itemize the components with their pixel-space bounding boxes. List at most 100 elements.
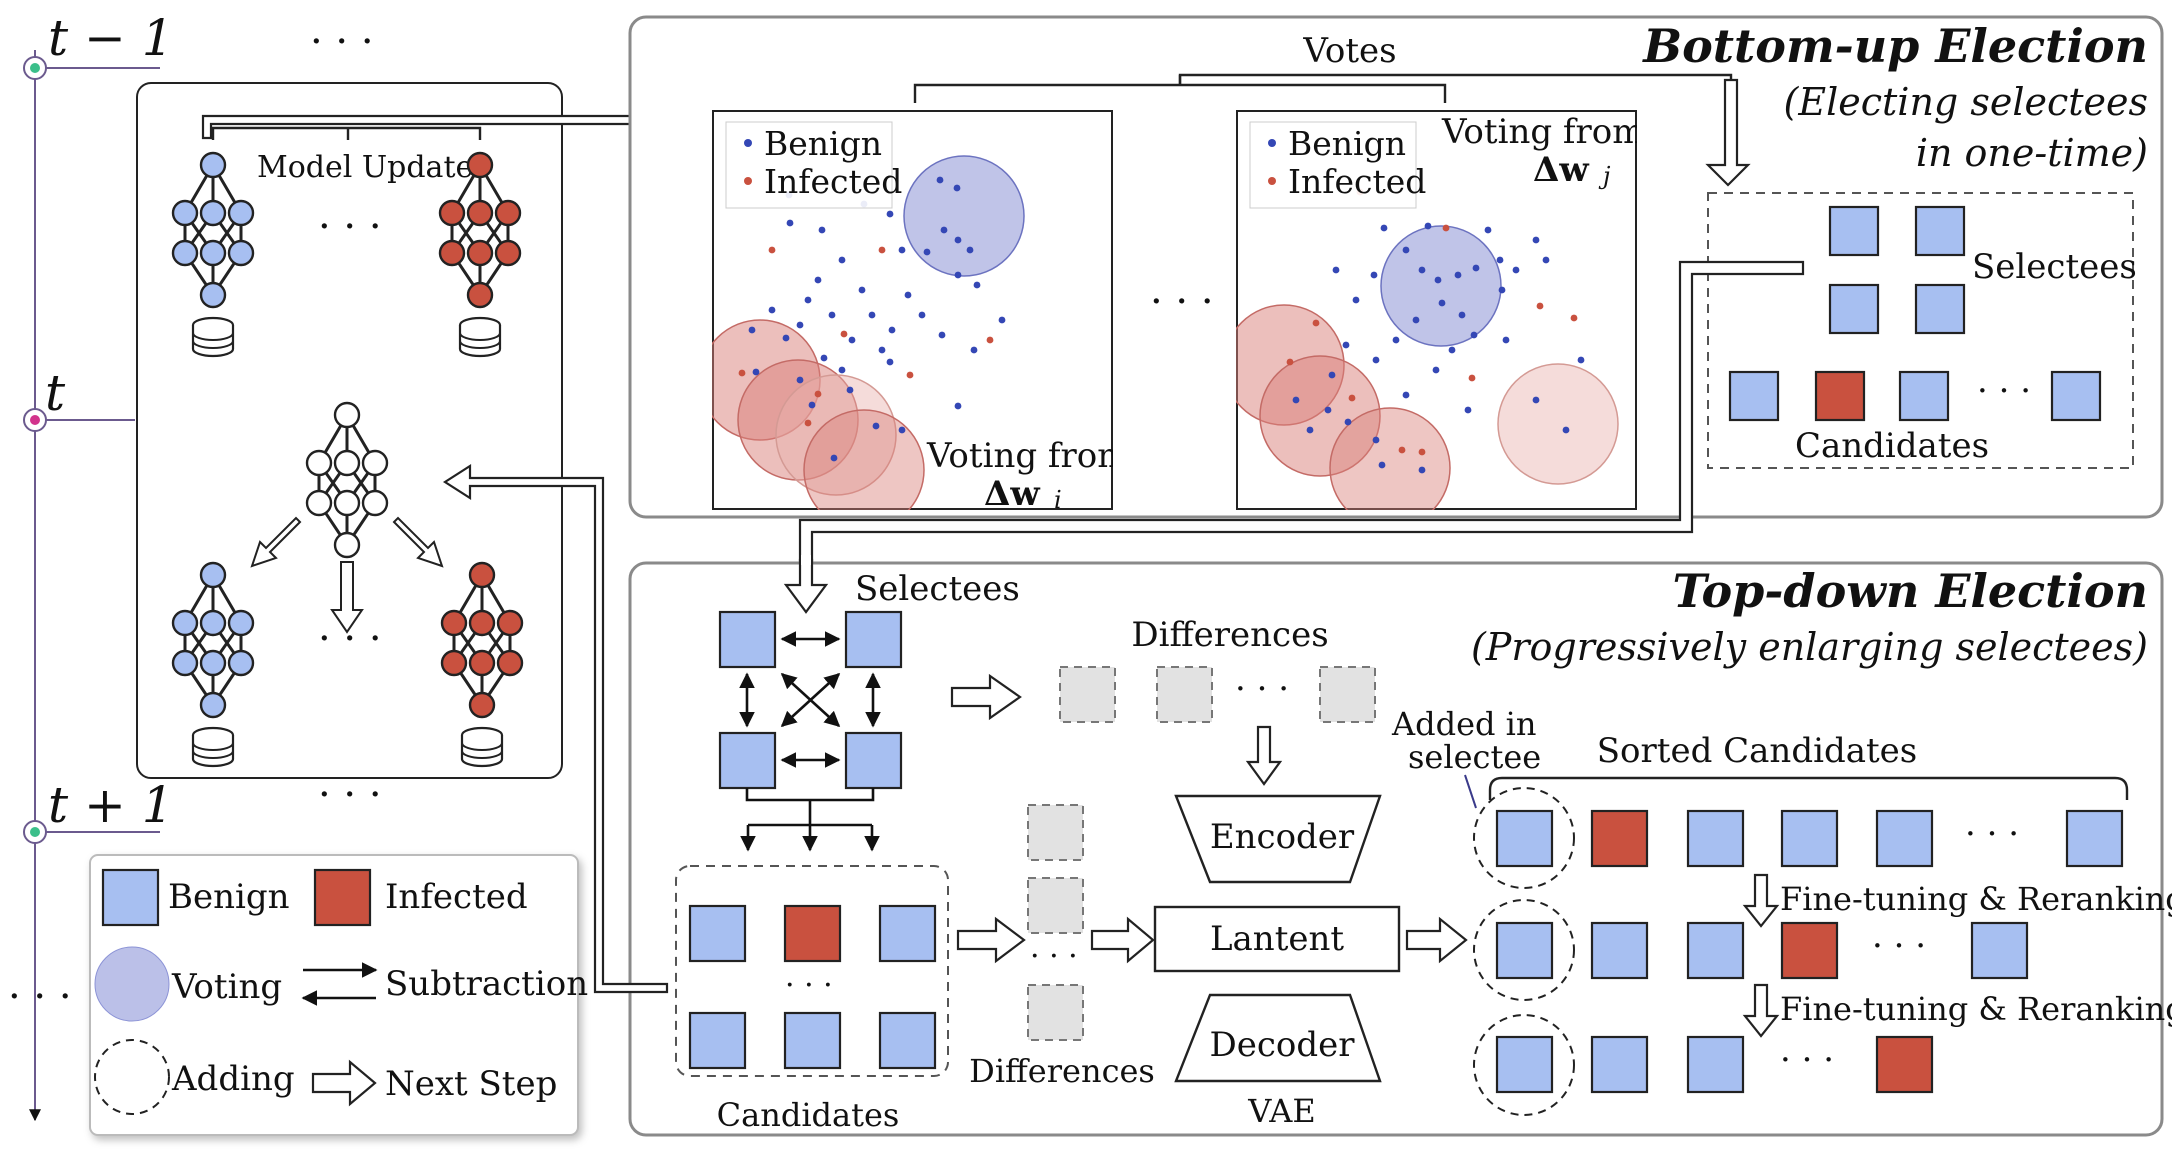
latent-block <box>1153 905 1401 973</box>
benign-point <box>868 311 876 319</box>
benign-point <box>953 184 961 192</box>
dots-plots: · · · <box>1150 279 1214 325</box>
td-candidates-label: Candidates <box>717 1096 900 1134</box>
infected-point <box>814 390 822 398</box>
td-candidate-square <box>878 1011 937 1070</box>
benign-point <box>1502 336 1510 344</box>
benign-point <box>1372 436 1380 444</box>
td-candidate-square <box>783 904 842 963</box>
benign-point <box>830 454 838 462</box>
benign-point <box>938 331 946 339</box>
benign-point <box>918 311 926 319</box>
differences-top-label: Differences <box>1131 615 1328 655</box>
sorted-square <box>1495 809 1554 868</box>
legend-next-step-label: Next Step <box>385 1064 557 1104</box>
top-down-panel: Top-down Election (Progressively enlargi… <box>442 463 2172 1137</box>
benign-point <box>1484 226 1492 234</box>
benign-point <box>1448 346 1456 354</box>
legend-benign-label: Benign <box>168 877 290 917</box>
td-candidate-square <box>688 904 747 963</box>
benign-point <box>1344 418 1352 426</box>
selectee-square <box>1828 205 1880 257</box>
legend-subtraction-swatch <box>301 962 378 1006</box>
legend-benign-i: Benign <box>764 124 882 163</box>
benign-point <box>1464 406 1472 414</box>
dots-clients-top: · · · <box>318 204 382 250</box>
infected-point <box>804 419 812 427</box>
td-candidate-square <box>878 904 937 963</box>
benign-point <box>796 321 804 329</box>
sorted-square <box>1686 1035 1745 1094</box>
infected-point <box>840 330 848 338</box>
benign-point <box>1562 426 1570 434</box>
dots-row-2: · · · <box>1872 926 1926 966</box>
added-label-2: selectee <box>1408 738 1541 776</box>
benign-point <box>886 358 894 366</box>
benign-point <box>818 226 826 234</box>
benign-point <box>966 246 974 254</box>
sorted-square <box>2065 809 2124 868</box>
difference-square <box>1027 877 1084 934</box>
selectee-square <box>1914 283 1966 335</box>
benign-point <box>1432 366 1440 374</box>
dots-timeline-mid: · · · <box>318 772 382 818</box>
sorted-square <box>1780 921 1839 980</box>
bottom-up-selectees-label: Selectees <box>1972 247 2137 287</box>
legend-adding-label: Adding <box>171 1059 295 1099</box>
benign-point <box>898 246 906 254</box>
model-updates-label: Model Updates <box>257 150 489 185</box>
benign-network-top <box>171 151 255 358</box>
scatter-points-i <box>738 176 1006 462</box>
dots-row-1: · · · <box>1965 814 2019 854</box>
vote-plot-i: Benign Infected Voting from Δw i <box>712 110 1129 510</box>
legend-benign-swatch <box>101 868 160 927</box>
td-selectee-square <box>844 731 903 790</box>
benign-point <box>1342 341 1350 349</box>
scatter-points-j <box>1286 188 1585 474</box>
dots-td-candidates: · · · <box>785 968 833 1003</box>
benign-point <box>804 296 812 304</box>
votes-label: Votes <box>1302 31 1396 71</box>
sorted-square <box>1686 921 1745 980</box>
selectee-square <box>1828 283 1880 335</box>
bottom-up-subtitle-2: in one-time) <box>1916 131 2148 175</box>
benign-point <box>940 226 948 234</box>
infected-point <box>1286 358 1294 366</box>
benign-point <box>954 402 962 410</box>
infected-point <box>906 371 914 379</box>
benign-point <box>814 276 822 284</box>
benign-point <box>768 306 776 314</box>
encoder-label: Encoder <box>1210 817 1355 857</box>
benign-network-bottom <box>171 561 255 768</box>
benign-point <box>820 354 828 362</box>
benign-point <box>1438 299 1446 307</box>
voting-from-i: Voting from <box>926 436 1129 476</box>
benign-point <box>796 376 804 384</box>
candidate-square <box>2050 370 2102 422</box>
benign-point <box>1328 371 1336 379</box>
sorted-candidates-label: Sorted Candidates <box>1597 731 1917 771</box>
benign-point <box>1512 266 1520 274</box>
vae-label: VAE <box>1247 1092 1315 1130</box>
benign-point <box>1470 331 1478 339</box>
sorted-square <box>1495 921 1554 980</box>
difference-square <box>1027 984 1084 1041</box>
benign-point <box>1577 356 1585 364</box>
added-circle <box>1473 787 1575 889</box>
benign-point <box>1532 236 1540 244</box>
top-down-selectees-label: Selectees <box>855 569 1020 609</box>
infected-point <box>1570 314 1578 322</box>
benign-point <box>954 236 962 244</box>
dots-diff-left: · · · <box>1030 939 1078 974</box>
difference-square <box>1319 666 1376 723</box>
benign-point <box>904 291 912 299</box>
benign-point <box>1542 256 1550 264</box>
infected-point <box>1418 448 1426 456</box>
legend-subtraction-label: Subtraction <box>385 964 588 1004</box>
difference-square <box>1059 666 1116 723</box>
sorted-square <box>1970 921 2029 980</box>
client-panel: Model Updates · · · · · · <box>136 82 681 779</box>
benign-point <box>1434 276 1442 284</box>
benign-point <box>838 256 846 264</box>
